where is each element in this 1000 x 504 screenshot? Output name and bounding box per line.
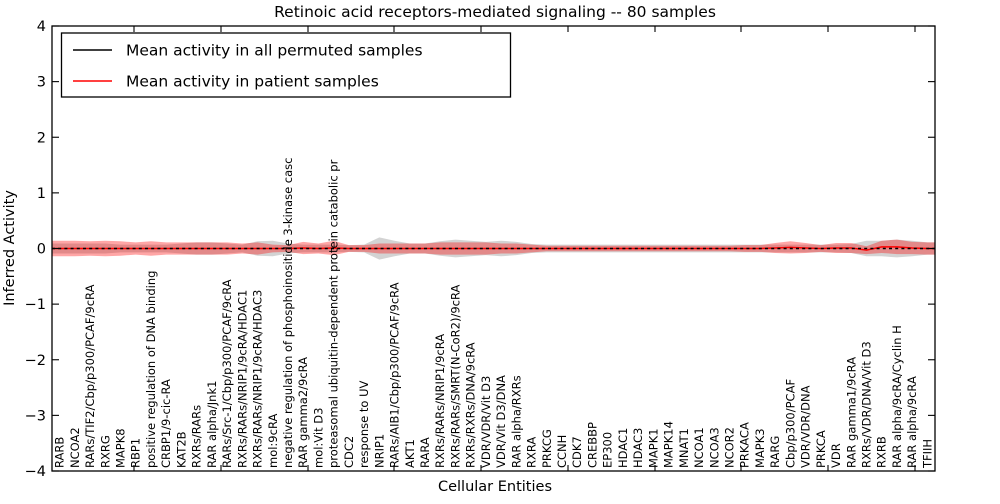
x-tick-label: NRIP1 — [372, 434, 386, 468]
x-tick-label: HDAC3 — [631, 428, 645, 468]
y-tick-label: 2 — [37, 130, 46, 146]
x-tick-label: RAR alpha/9cRA/Cyclin H — [890, 325, 904, 468]
x-tick-label: CDK7 — [570, 436, 584, 468]
x-tick-label: RXRs/RARs — [190, 405, 204, 468]
x-tick-label: RXRs/RARs/NRIP1/9cRA/HDAC3 — [251, 290, 265, 468]
x-tick-label: RAR alpha/RXRs — [509, 375, 523, 468]
x-tick-label: RXRs/RARs/NRIP1/9cRA/HDAC1 — [235, 290, 249, 468]
x-tick-label: CDC2 — [342, 436, 356, 468]
y-tick-label: −3 — [25, 408, 46, 424]
x-tick-label: mol:Vit D3 — [311, 408, 325, 468]
x-tick-label: RARs/AIB1/Cbp/p300/PCAF/9cRA — [388, 282, 402, 468]
x-tick-label: PRKCA — [814, 430, 828, 468]
y-tick-label: 4 — [37, 19, 46, 35]
x-tick-label: NCOA2 — [68, 427, 82, 468]
x-tick-label: PRKACA — [738, 422, 752, 468]
x-tick-label: negative regulation of phosphoinositide … — [281, 158, 295, 468]
y-tick-label: −4 — [25, 464, 46, 480]
legend-box — [60, 32, 512, 98]
x-tick-label: RARA — [418, 437, 432, 468]
x-tick-label: MNAT1 — [677, 428, 691, 468]
x-tick-label: RAR gamma1/9cRA — [844, 357, 858, 468]
x-tick-label: RAR alpha/Jnk1 — [205, 381, 219, 468]
x-tick-label: RARG — [768, 436, 782, 468]
x-tick-label: RXRB — [875, 436, 889, 468]
x-tick-label: HDAC1 — [616, 428, 630, 468]
x-tick-label: NCOA1 — [692, 427, 706, 468]
x-tick-label: EP300 — [601, 432, 615, 468]
x-tick-label: PRKCG — [540, 429, 554, 468]
x-tick-label: CCNH — [555, 435, 569, 468]
x-tick-label: RAR alpha/9cRA — [905, 376, 919, 468]
x-tick-label: RXRs/VDR/DNA/Vit D3 — [859, 341, 873, 468]
x-tick-label: MAPK1 — [646, 428, 660, 468]
x-tick-label: proteasomal ubiquitin-dependent protein … — [327, 159, 341, 468]
x-tick-label: RXRs/RARs/SMRT(N-CoR2)/9cRA — [448, 284, 462, 468]
y-tick-label: 0 — [37, 242, 46, 258]
x-tick-label: MAPK8 — [114, 428, 128, 468]
x-tick-label: RXRs/RXRs/DNA/9cRA — [464, 342, 478, 468]
legend-label: Mean activity in all permuted samples — [126, 42, 423, 60]
x-tick-label: RARs/TIF2/Cbp/p300/PCAF/9cRA — [83, 284, 97, 468]
x-tick-label: RARs/Src-1/Cbp/p300/PCAF/9cRA — [220, 279, 234, 468]
x-tick-label: RBP1 — [129, 438, 143, 468]
x-tick-label: VDR/VDR/Vit D3 — [479, 376, 493, 468]
x-tick-label: MAPK14 — [662, 421, 676, 468]
plot-border — [51, 25, 936, 472]
x-tick-label: VDR/Vit D3/DNA — [494, 375, 508, 468]
y-tick-label: −1 — [25, 297, 46, 313]
x-tick-label: AKT1 — [403, 439, 417, 468]
legend-label: Mean activity in patient samples — [126, 73, 379, 91]
y-tick-label: 1 — [37, 186, 46, 202]
x-tick-label: VDR — [829, 443, 843, 468]
x-tick-label: RXRG — [98, 435, 112, 468]
x-tick-label: MAPK3 — [753, 428, 767, 468]
x-tick-label: KAT2B — [174, 431, 188, 468]
y-tick-label: −2 — [25, 353, 46, 369]
x-tick-label: RARB — [53, 437, 67, 468]
x-tick-label: VDR/VDR/DNA — [799, 385, 813, 468]
y-axis-label: Inferred Activity — [2, 190, 18, 306]
chart-title: Retinoic acid receptors-mediated signali… — [274, 3, 716, 21]
x-tick-label: NCOR2 — [722, 427, 736, 468]
x-tick-label: mol:9cRA — [266, 414, 280, 468]
x-tick-label: RAR gamma2/9cRA — [296, 357, 310, 468]
x-tick-label: CREBBP — [585, 422, 599, 468]
x-tick-label: CRBP1/9-cic-RA — [159, 379, 173, 468]
x-tick-label: RXRs/RARs/NRIP1/9cRA — [433, 334, 447, 468]
x-tick-label: NCOA3 — [707, 427, 721, 468]
x-axis-label: Cellular Entities — [438, 479, 552, 495]
x-tick-label: positive regulation of DNA binding — [144, 271, 158, 468]
y-tick-label: 3 — [37, 75, 46, 91]
x-tick-label: Cbp/p300/PCAF — [783, 379, 797, 468]
x-tick-label: response to UV — [357, 380, 371, 468]
x-tick-label: RXRA — [525, 437, 539, 468]
x-tick-label: TFIIH — [920, 439, 934, 469]
